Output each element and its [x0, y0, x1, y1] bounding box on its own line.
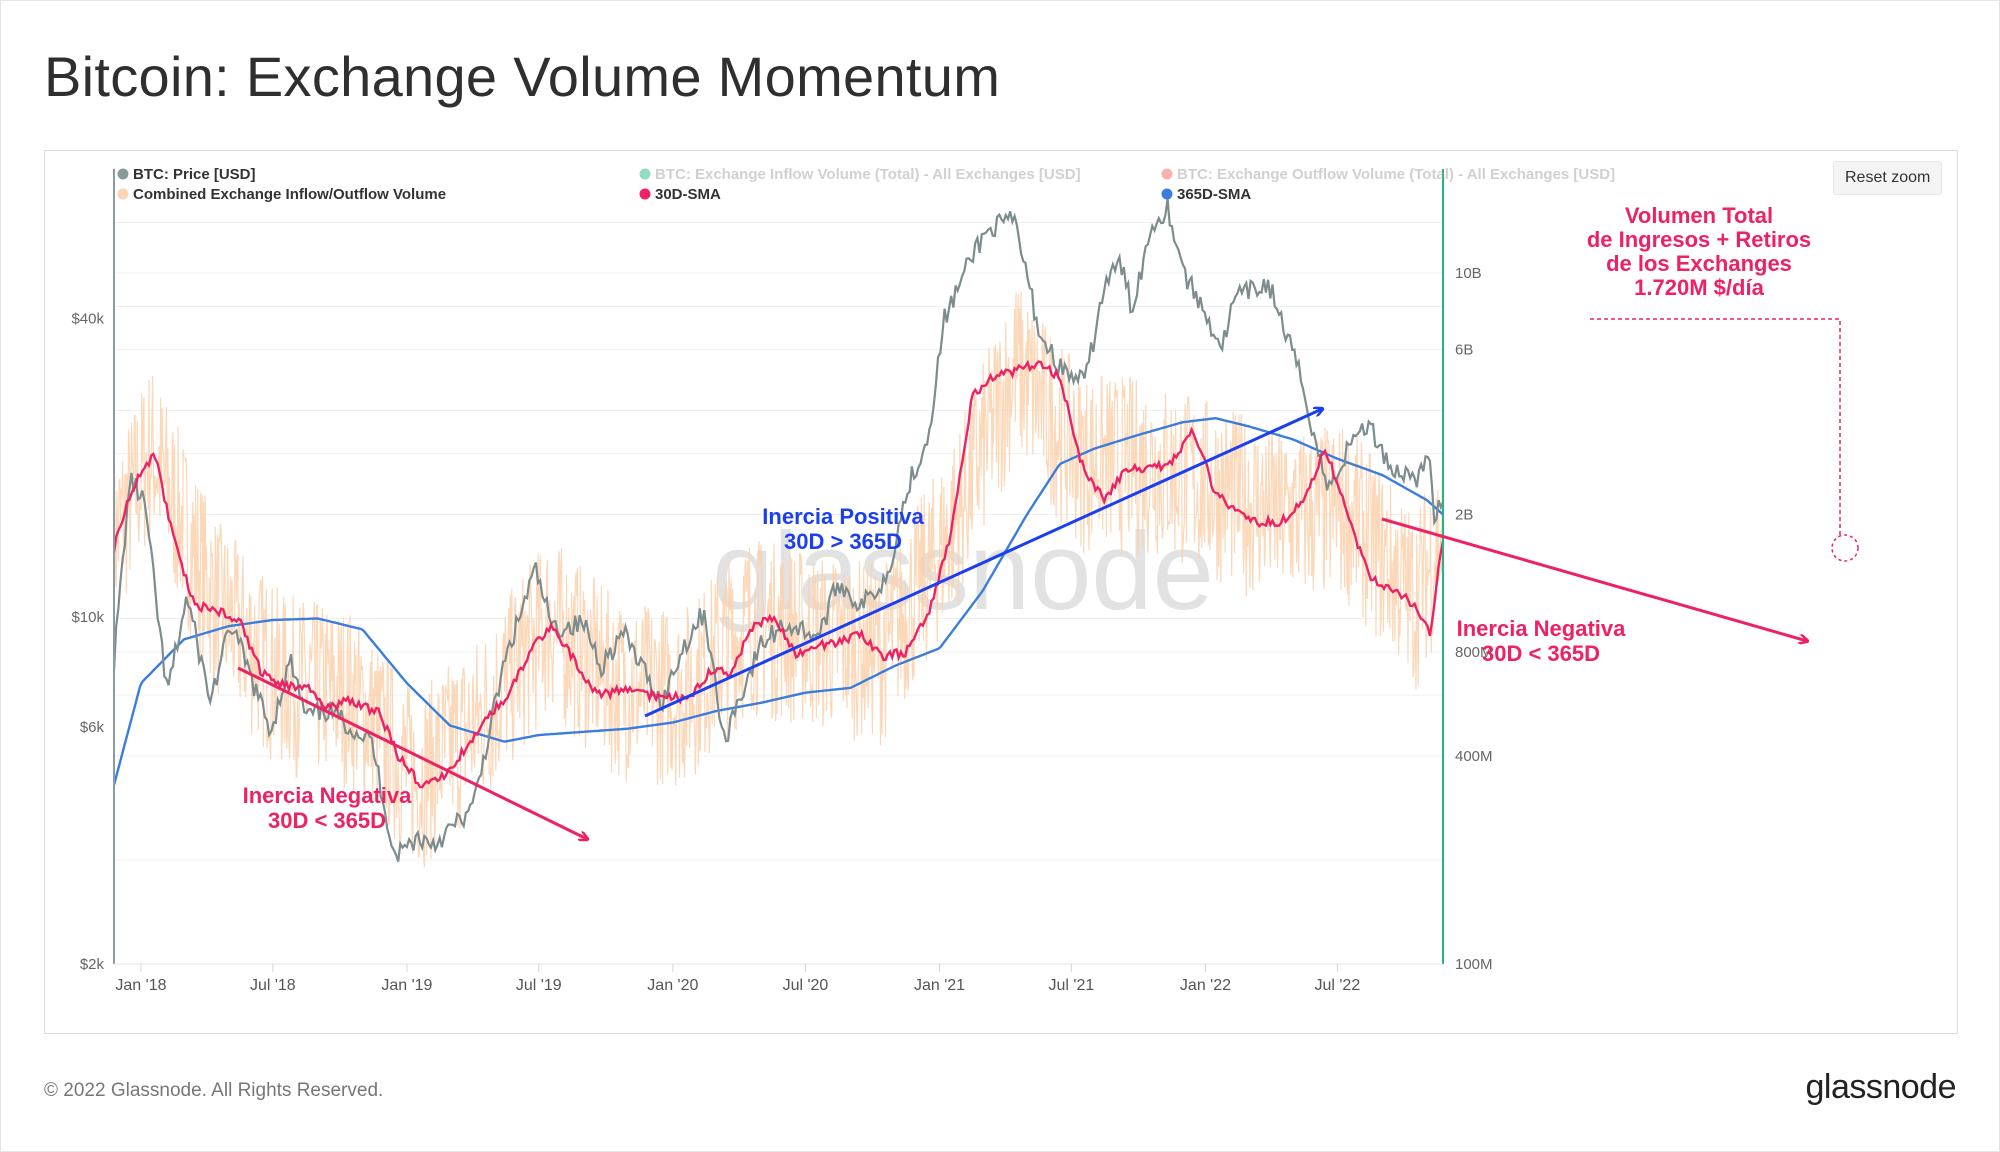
- legend-label: BTC: Exchange Outflow Volume (Total) - A…: [1177, 166, 1615, 183]
- arrow-negative-right: [1381, 517, 1807, 641]
- legend: BTC: Price [USD] BTC: Exchange Inflow Vol…: [117, 166, 1616, 203]
- annotation-total-volume-line: Volumen Total: [1625, 203, 1773, 228]
- legend-label: Combined Exchange Inflow/Outflow Volume: [133, 186, 446, 203]
- y-left-tick-label: $10k: [71, 609, 104, 626]
- x-tick-label: Jul '19: [516, 977, 562, 994]
- x-tick-label: Jul '20: [783, 977, 829, 994]
- x-tick-label: Jan '21: [914, 977, 965, 994]
- arrow-negative-left: [237, 666, 587, 839]
- y-left-tick-label: $6k: [80, 719, 105, 736]
- current-value-marker: [1831, 534, 1859, 562]
- legend-item[interactable]: BTC: Exchange Outflow Volume (Total) - A…: [1161, 166, 1616, 183]
- y-right-tick-label: 2B: [1455, 506, 1473, 523]
- sma365-line: [112, 416, 1444, 786]
- sma30-line: [112, 359, 1445, 789]
- reset-zoom-button[interactable]: Reset zoom: [1833, 161, 1943, 195]
- legend-marker-icon: [117, 188, 129, 200]
- annotation-total-volume-line: de Ingresos + Retiros: [1587, 227, 1811, 252]
- y-right-tick-label: 6B: [1455, 342, 1473, 359]
- legend-label: 365D-SMA: [1177, 186, 1251, 203]
- legend-label: BTC: Exchange Inflow Volume (Total) - Al…: [655, 166, 1081, 183]
- footer-copyright: © 2022 Glassnode. All Rights Reserved.: [44, 1080, 384, 1101]
- legend-marker-icon: [117, 168, 129, 180]
- series-lines-layer: [112, 198, 1445, 862]
- y-left-tick-label: $40k: [71, 310, 104, 327]
- legend-item[interactable]: 365D-SMA: [1161, 186, 1252, 203]
- y-left-tick-label: $2k: [80, 956, 105, 973]
- y-right-tick-label: 100M: [1455, 956, 1493, 973]
- x-tick-label: Jan '20: [647, 977, 698, 994]
- legend-label: 30D-SMA: [655, 186, 721, 203]
- x-tick-label: Jan '22: [1180, 977, 1231, 994]
- total-volume-guide: [1590, 318, 1841, 535]
- annotation-positive-line: Inercia Positiva: [762, 504, 924, 529]
- axes-layer: Jan '18 Jul '18 Jan '19 Jul '19 Jan '20 Jul '…: [71, 169, 1493, 994]
- x-tick-label: Jul '21: [1049, 977, 1095, 994]
- legend-marker-icon: [1161, 168, 1173, 180]
- annotation-total-volume-line: 1.720M $/día: [1634, 275, 1764, 300]
- x-tick-label: Jan '18: [115, 977, 166, 994]
- legend-item[interactable]: BTC: Price [USD]: [117, 166, 256, 183]
- legend-marker-icon: [1161, 188, 1173, 200]
- footer-logo: glassnode: [1805, 1068, 1956, 1106]
- price-line: [112, 198, 1445, 862]
- x-tick-label: Jul '22: [1314, 977, 1360, 994]
- arrow-positive: [644, 409, 1322, 718]
- legend-marker-icon: [639, 188, 651, 200]
- annotation-negative-left-line: 30D < 365D: [268, 808, 386, 833]
- annotation-positive-line: 30D > 365D: [784, 529, 902, 554]
- annotation-negative-right-line: Inercia Negativa: [1457, 616, 1627, 641]
- annotation-negative-left-line: Inercia Negativa: [243, 783, 413, 808]
- page-title: Bitcoin: Exchange Volume Momentum: [44, 45, 1001, 108]
- x-tick-label: Jan '19: [381, 977, 432, 994]
- x-tick-label: Jul '18: [250, 977, 296, 994]
- legend-marker-icon: [639, 168, 651, 180]
- legend-item[interactable]: 30D-SMA: [639, 186, 722, 203]
- legend-label: BTC: Price [USD]: [133, 166, 256, 183]
- y-right-tick-label: 10B: [1455, 265, 1482, 282]
- y-right-tick-label: 400M: [1455, 748, 1493, 765]
- annotation-total-volume-line: de los Exchanges: [1606, 251, 1792, 276]
- y-right-tick-label: 800M: [1455, 644, 1493, 661]
- legend-item[interactable]: Combined Exchange Inflow/Outflow Volume: [117, 186, 447, 203]
- annotation-negative-right-line: 30D < 365D: [1482, 641, 1600, 666]
- legend-item[interactable]: BTC: Exchange Inflow Volume (Total) - Al…: [639, 166, 1081, 183]
